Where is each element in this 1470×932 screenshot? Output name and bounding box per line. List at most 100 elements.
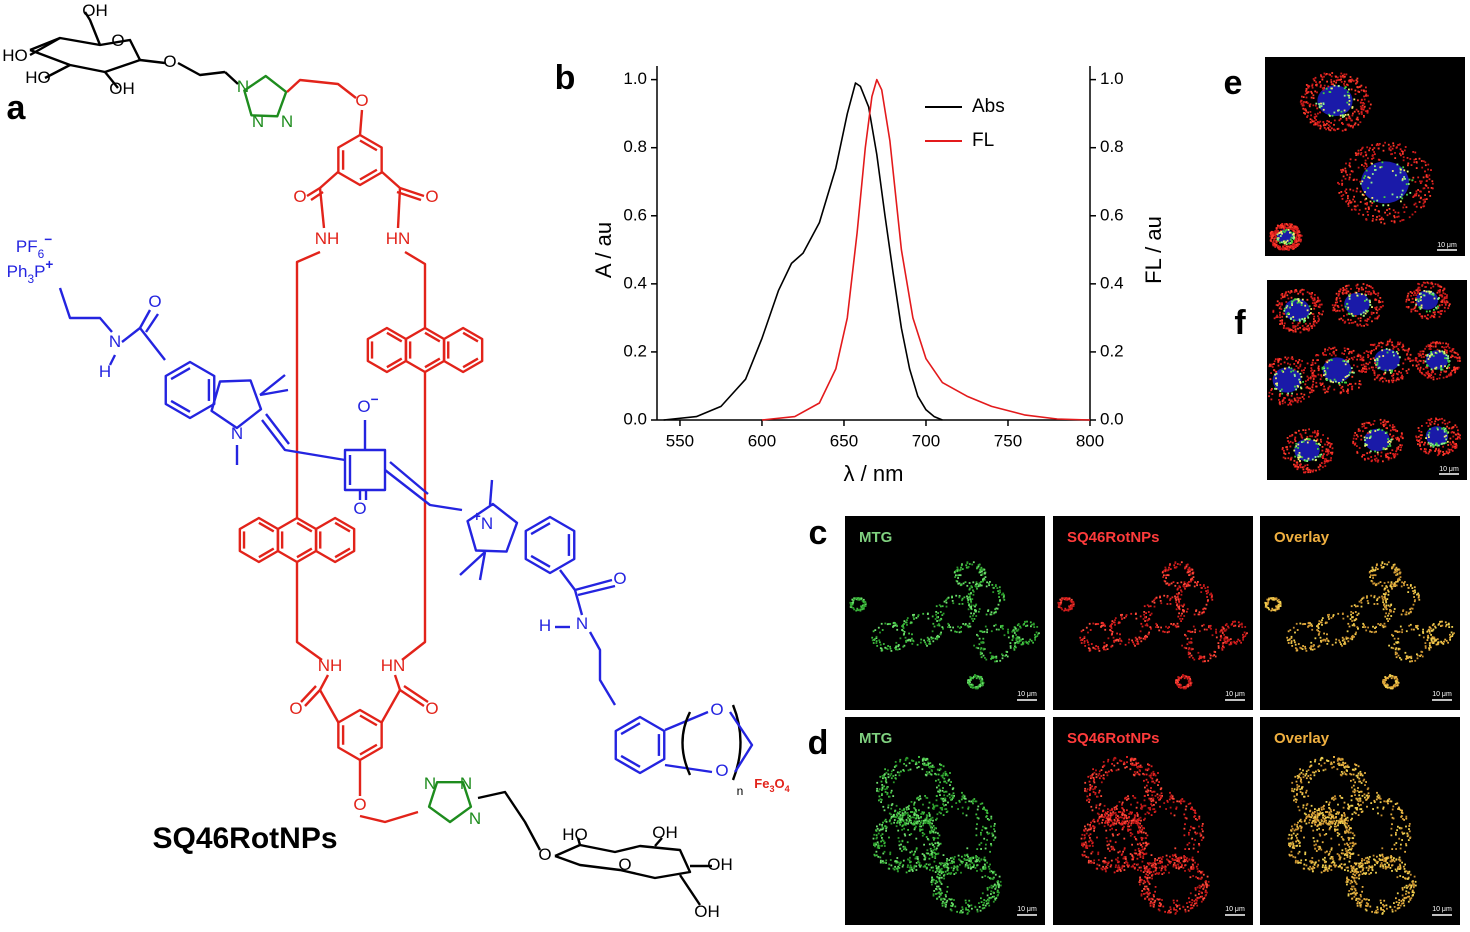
fluorescence-dot xyxy=(1173,900,1175,902)
fluorescence-dot xyxy=(1188,680,1190,682)
fluorescence-dot xyxy=(954,631,956,633)
fluorescence-dot xyxy=(1361,602,1363,604)
fluorescence-dot xyxy=(1153,906,1155,908)
fluorescence-dot xyxy=(962,598,964,600)
fluorescence-dot xyxy=(935,774,937,776)
atom-label: O xyxy=(353,795,366,814)
fluorescence-dot xyxy=(987,876,989,878)
fluorescence-dot xyxy=(1440,621,1442,623)
fluorescence-dot xyxy=(1205,882,1207,884)
fluorescence-dot xyxy=(891,777,893,779)
fluorescence-dot xyxy=(942,777,944,779)
panel-label: e xyxy=(1224,64,1243,102)
fluorescence-dot xyxy=(1206,629,1208,631)
fluorescence-dot xyxy=(1087,776,1089,778)
fluorescence-dot xyxy=(1191,807,1193,809)
fluorescence-dot xyxy=(1289,629,1291,631)
fluorescence-dot xyxy=(918,799,920,801)
fluorescence-dot xyxy=(1318,633,1320,635)
fluorescence-dot xyxy=(1185,911,1187,913)
fluorescence-dot xyxy=(1107,811,1109,813)
fluorescence-dot xyxy=(1384,582,1386,584)
fluorescence-dot xyxy=(966,862,968,864)
fluorescence-dot xyxy=(1342,613,1344,615)
fluorescence-dot xyxy=(861,598,863,600)
fluorescence-dot xyxy=(980,569,982,571)
fluorescence-dot xyxy=(899,844,901,846)
fluorescence-dot xyxy=(899,848,901,850)
fluorescence-dot xyxy=(1224,638,1226,640)
fluorescence-dot xyxy=(1331,847,1333,849)
fluorescence-dot xyxy=(1178,599,1180,601)
fluorescence-dot xyxy=(1387,620,1389,622)
panel-label: c xyxy=(809,514,828,552)
fluorescence-dot xyxy=(1311,629,1313,631)
fluorescence-dot xyxy=(856,608,858,610)
fluorescence-dot xyxy=(1199,655,1201,657)
fluorescence-dot xyxy=(1384,864,1386,866)
fluorescence-dot xyxy=(1147,781,1149,783)
fluorescence-dot xyxy=(1390,688,1392,690)
fluorescence-dot xyxy=(897,862,899,864)
fluorescence-dot xyxy=(941,868,943,870)
fluorescence-dot xyxy=(1384,596,1386,598)
fluorescence-dot xyxy=(1341,814,1343,816)
fluorescence-dot xyxy=(1201,892,1203,894)
fluorescence-dot xyxy=(1096,776,1098,778)
fluorescence-dot xyxy=(1186,585,1188,587)
fluorescence-dot xyxy=(971,904,973,906)
fluorescence-dot xyxy=(1335,642,1337,644)
fluorescence-dot xyxy=(988,819,990,821)
fluorescence-dot xyxy=(1165,577,1167,579)
fluorescence-dot xyxy=(1399,631,1401,633)
fluorescence-dot xyxy=(978,584,980,586)
fluorescence-dot xyxy=(855,597,857,599)
fluorescence-dot xyxy=(1199,630,1201,632)
fluorescence-dot xyxy=(855,610,857,612)
fluorescence-dot xyxy=(1147,835,1149,837)
fluorescence-dot xyxy=(1128,816,1130,818)
fluorescence-dot xyxy=(983,838,985,840)
fluorescence-dot xyxy=(1179,618,1181,620)
fluorescence-dot xyxy=(947,626,949,628)
fluorescence-dot xyxy=(1222,632,1224,634)
fluorescence-dot xyxy=(1295,841,1297,843)
fluorescence-dot xyxy=(984,572,986,574)
fluorescence-dot xyxy=(1119,869,1121,871)
fluorescence-dot xyxy=(932,630,934,632)
fluorescence-dot xyxy=(914,813,916,815)
fluorescence-dot xyxy=(885,777,887,779)
fluorescence-dot xyxy=(929,802,931,804)
fluorescence-dot xyxy=(887,645,889,647)
fluorescence-dot xyxy=(1117,861,1119,863)
fluorescence-dot xyxy=(1366,806,1368,808)
fluorescence-dot xyxy=(1198,826,1200,828)
fluorescence-dot xyxy=(1143,614,1145,616)
fluorescence-dot xyxy=(931,770,933,772)
fluorescence-dot xyxy=(1226,623,1228,625)
fluorescence-dot xyxy=(1386,862,1388,864)
fluorescence-dot xyxy=(1291,834,1293,836)
fluorescence-dot xyxy=(1194,839,1196,841)
fluorescence-dot xyxy=(1143,865,1145,867)
fluorescence-dot xyxy=(913,824,915,826)
fluorescence-dot xyxy=(1315,814,1317,816)
fluorescence-dot xyxy=(929,864,931,866)
fluorescence-dot xyxy=(1064,608,1066,610)
fluorescence-dot xyxy=(1107,808,1109,810)
fluorescence-dot xyxy=(1417,625,1419,627)
fluorescence-dot xyxy=(1200,878,1202,880)
fluorescence-dot xyxy=(1173,902,1175,904)
fluorescence-dot xyxy=(924,795,926,797)
fluorescence-dot xyxy=(1374,582,1376,584)
atom-label: N xyxy=(424,774,436,793)
fluorescence-dot xyxy=(1405,614,1407,616)
fluorescence-dot xyxy=(996,660,998,662)
fluorescence-dot xyxy=(990,843,992,845)
fluorescence-dot xyxy=(905,824,907,826)
fluorescence-dot xyxy=(986,586,988,588)
fluorescence-dot xyxy=(1231,623,1233,625)
fluorescence-dot xyxy=(890,775,892,777)
fluorescence-dot xyxy=(949,873,951,875)
fluorescence-dot xyxy=(1155,886,1157,888)
